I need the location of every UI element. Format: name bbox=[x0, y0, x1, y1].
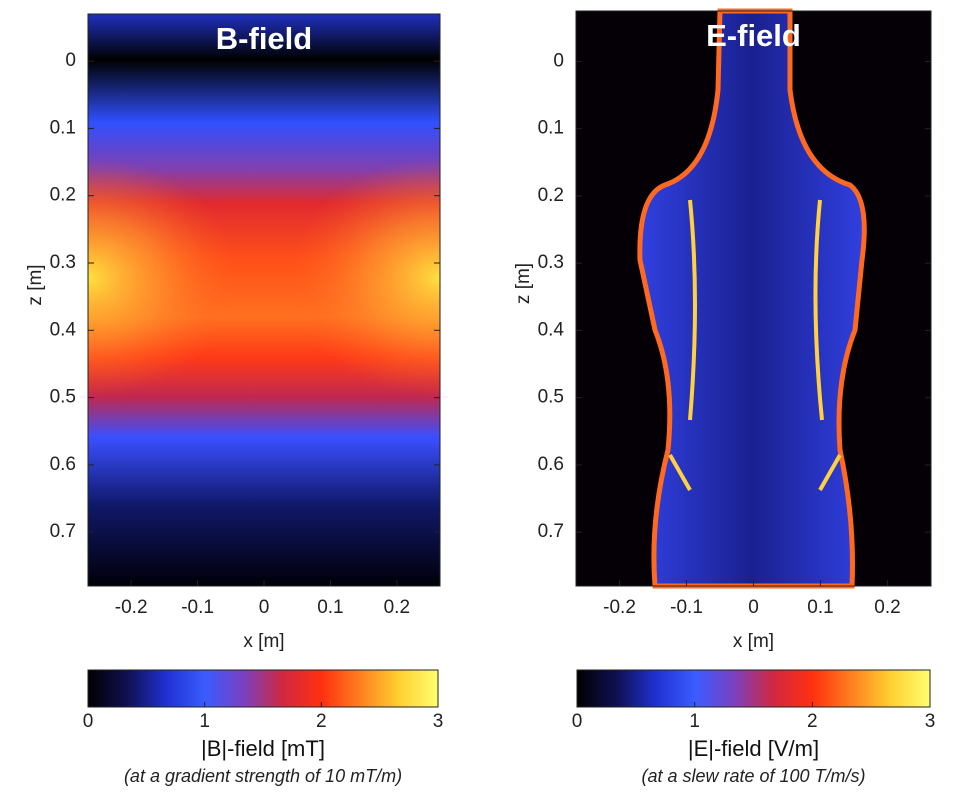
colorbar-note: (at a gradient strength of 10 mT/m) bbox=[124, 766, 402, 786]
colorbar-tick-label: 3 bbox=[433, 711, 444, 732]
e-field-image bbox=[576, 8, 931, 589]
colorbar-tick-label: 0 bbox=[83, 711, 94, 732]
y-axis-label: z [m] bbox=[513, 263, 534, 304]
y-tick-label: 0.6 bbox=[50, 454, 76, 475]
colorbar-tick-label: 2 bbox=[316, 711, 327, 732]
colorbar-tick-label: 1 bbox=[199, 711, 210, 732]
x-tick-label: -0.1 bbox=[670, 597, 703, 618]
x-tick-label: 0.1 bbox=[317, 597, 343, 618]
y-tick-label: 0.3 bbox=[538, 252, 564, 273]
y-tick-label: 0.6 bbox=[538, 454, 564, 475]
x-tick-label: 0.2 bbox=[874, 597, 900, 618]
x-tick-label: 0.1 bbox=[807, 597, 833, 618]
colorbar-tick-label: 1 bbox=[689, 711, 700, 732]
colorbar-tick-label: 3 bbox=[925, 711, 936, 732]
colorbar-note: (at a slew rate of 100 T/m/s) bbox=[641, 766, 865, 786]
y-tick-label: 0.1 bbox=[50, 117, 76, 138]
x-tick-label: 0 bbox=[259, 597, 270, 618]
y-tick-label: 0.5 bbox=[50, 387, 76, 408]
y-tick-label: 0 bbox=[65, 50, 76, 71]
x-tick-label: 0.2 bbox=[384, 597, 410, 618]
chart-title: B-field bbox=[216, 21, 312, 56]
x-tick-label: -0.2 bbox=[603, 597, 636, 618]
y-tick-label: 0.4 bbox=[50, 319, 77, 340]
x-tick-label: 0 bbox=[748, 597, 759, 618]
y-tick-label: 0.5 bbox=[538, 387, 564, 408]
colorbar bbox=[87, 669, 439, 708]
colorbar-tick-label: 0 bbox=[572, 711, 583, 732]
x-tick-label: -0.1 bbox=[181, 597, 214, 618]
colorbar-label: |B|-field [mT] bbox=[201, 736, 325, 761]
y-axis-label: z [m] bbox=[25, 264, 46, 305]
y-tick-label: 0.2 bbox=[50, 185, 76, 206]
colorbar-label: |E|-field [V/m] bbox=[688, 736, 819, 761]
y-tick-label: 0.1 bbox=[538, 118, 564, 139]
colorbar bbox=[576, 669, 931, 708]
y-tick-label: 0.4 bbox=[538, 319, 565, 340]
y-tick-label: 0 bbox=[553, 50, 564, 71]
x-tick-label: -0.2 bbox=[115, 597, 148, 618]
x-axis-label: x [m] bbox=[243, 631, 284, 652]
y-tick-label: 0.7 bbox=[50, 521, 76, 542]
x-axis-label: x [m] bbox=[733, 631, 774, 652]
chart-title: E-field bbox=[706, 18, 801, 53]
y-tick-label: 0.3 bbox=[50, 252, 76, 273]
y-tick-label: 0.7 bbox=[538, 521, 564, 542]
colorbar-tick-label: 2 bbox=[807, 711, 818, 732]
y-tick-label: 0.2 bbox=[538, 185, 564, 206]
b-field-image bbox=[88, 14, 440, 586]
